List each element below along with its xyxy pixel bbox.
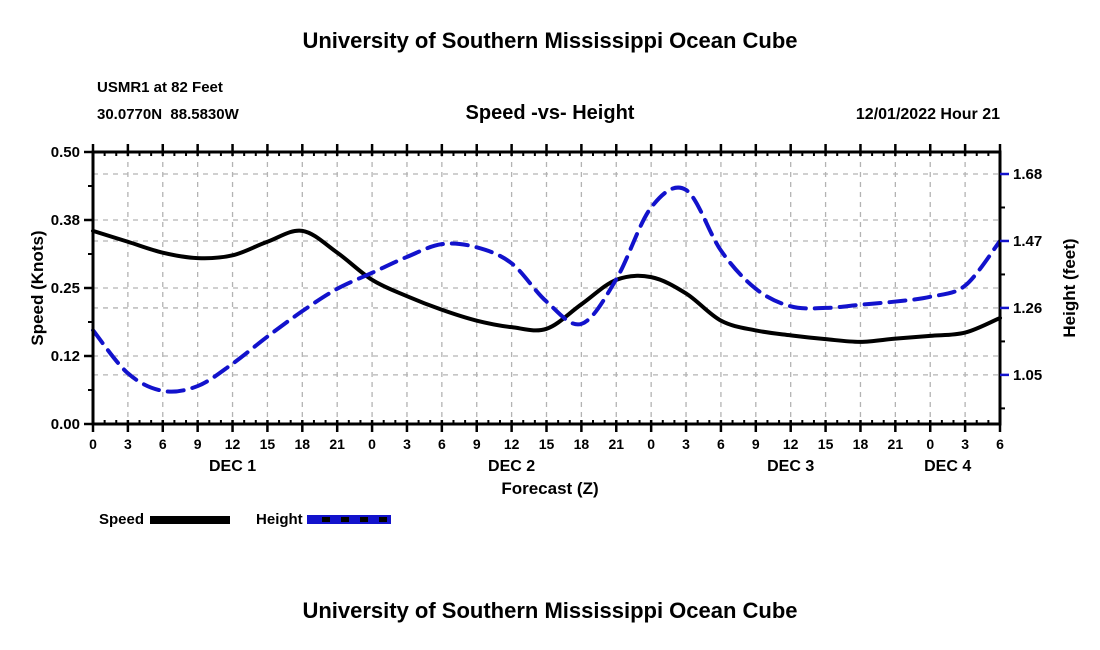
- svg-text:12: 12: [504, 436, 520, 452]
- svg-text:1.68: 1.68: [1013, 166, 1042, 183]
- svg-text:0: 0: [368, 436, 376, 452]
- svg-text:3: 3: [961, 436, 969, 452]
- station-id-label: USMR1 at 82 Feet: [97, 79, 223, 96]
- page-title-top: University of Southern Mississippi Ocean…: [302, 28, 798, 53]
- svg-text:6: 6: [717, 436, 725, 452]
- svg-text:0.00: 0.00: [51, 416, 80, 433]
- speed-line-swatch: [150, 515, 231, 524]
- svg-text:3: 3: [403, 436, 411, 452]
- svg-text:0: 0: [647, 436, 655, 452]
- svg-text:0: 0: [926, 436, 934, 452]
- svg-text:0.12: 0.12: [51, 348, 80, 365]
- height-dash-pattern: [310, 517, 387, 522]
- page-title-bottom: University of Southern Mississippi Ocean…: [302, 598, 798, 623]
- legend-height-label: Height: [256, 511, 303, 528]
- chart-title: Speed -vs- Height: [465, 102, 635, 124]
- svg-text:0.38: 0.38: [51, 212, 80, 229]
- svg-text:3: 3: [682, 436, 690, 452]
- svg-text:12: 12: [783, 436, 799, 452]
- svg-text:6: 6: [996, 436, 1004, 452]
- svg-text:9: 9: [473, 436, 481, 452]
- x-axis-label: Forecast (Z): [501, 479, 599, 498]
- svg-text:0.50: 0.50: [51, 144, 80, 161]
- legend-item-height: Height: [256, 511, 391, 528]
- svg-text:DEC 1: DEC 1: [209, 458, 256, 475]
- svg-text:15: 15: [818, 436, 834, 452]
- svg-text:3: 3: [124, 436, 132, 452]
- svg-text:1.47: 1.47: [1013, 233, 1042, 250]
- svg-text:18: 18: [574, 436, 590, 452]
- station-coordinates-label: 30.0770N 88.5830W: [97, 106, 239, 123]
- svg-text:18: 18: [295, 436, 311, 452]
- svg-text:21: 21: [608, 436, 624, 452]
- svg-text:0.25: 0.25: [51, 280, 80, 297]
- svg-text:21: 21: [329, 436, 345, 452]
- legend-speed-label: Speed: [99, 511, 145, 528]
- svg-text:15: 15: [260, 436, 276, 452]
- svg-text:1.05: 1.05: [1013, 367, 1042, 384]
- svg-text:18: 18: [853, 436, 869, 452]
- svg-text:6: 6: [159, 436, 167, 452]
- forecast-datetime-label: 12/01/2022 Hour 21: [855, 106, 1000, 123]
- svg-text:0: 0: [89, 436, 97, 452]
- svg-text:9: 9: [194, 436, 202, 452]
- height-line-swatch: [306, 515, 391, 524]
- legend-item-speed: Speed: [99, 511, 231, 528]
- svg-text:DEC 4: DEC 4: [924, 458, 971, 475]
- svg-text:DEC 2: DEC 2: [488, 458, 535, 475]
- legend: Speed Height: [99, 511, 391, 528]
- svg-text:6: 6: [438, 436, 446, 452]
- svg-text:12: 12: [225, 436, 241, 452]
- svg-text:9: 9: [752, 436, 760, 452]
- svg-text:DEC 3: DEC 3: [767, 458, 814, 475]
- svg-text:15: 15: [539, 436, 555, 452]
- svg-text:1.26: 1.26: [1013, 300, 1042, 317]
- svg-text:21: 21: [888, 436, 904, 452]
